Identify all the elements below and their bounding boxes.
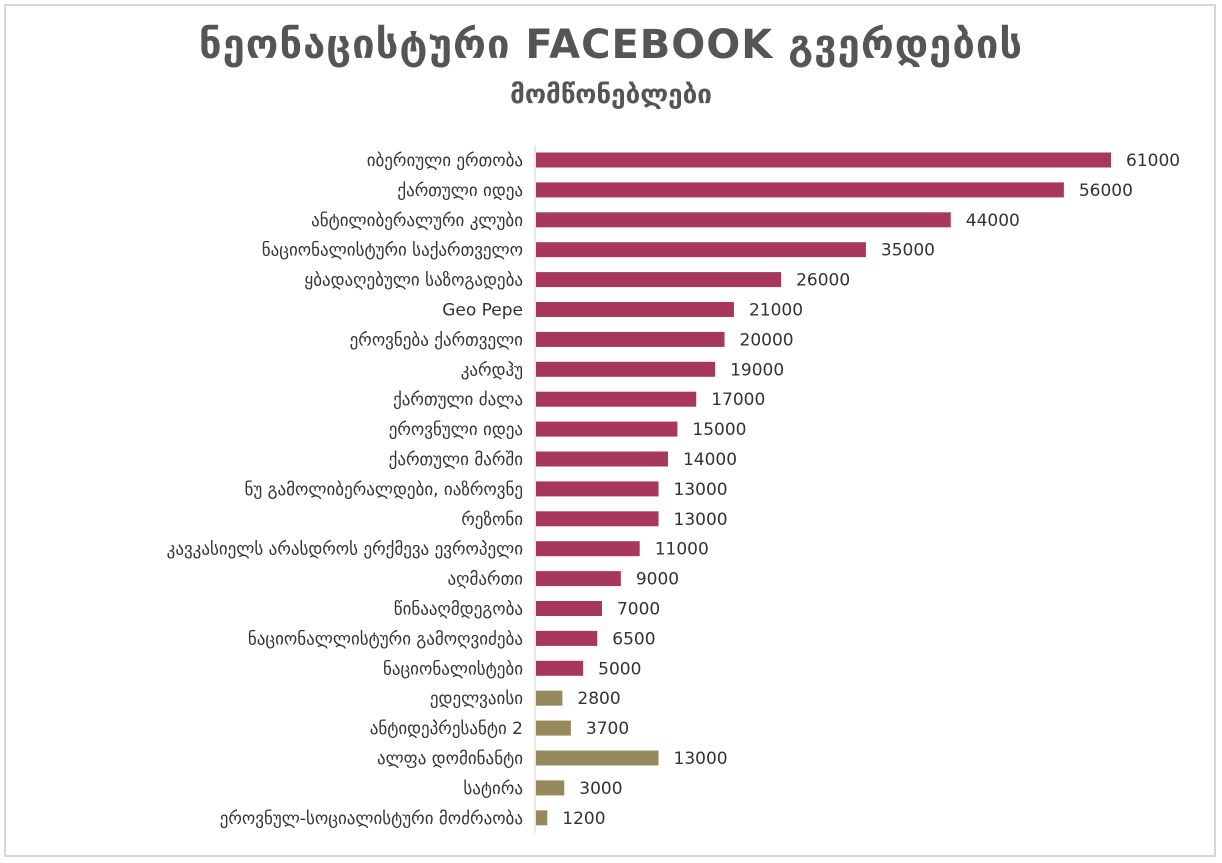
data-label: 26000 [796,271,850,291]
category-label: აღმართი [448,570,523,590]
bar [536,720,571,736]
data-label: 13000 [674,749,728,769]
category-label: ეროვნება ქართველი [350,330,523,350]
data-label: 14000 [683,450,737,470]
bar [536,511,659,527]
category-label: კავკასიელს არასდროს ერქმევა ევროპელი [167,540,523,560]
bar [536,571,621,587]
data-label: 7000 [617,600,660,620]
bar [536,331,725,347]
data-label: 21000 [749,301,803,321]
category-label: ყბადაღებული საზოგადება [304,271,523,291]
data-label: 20000 [740,330,794,350]
category-label: ეროვნული იდეა [389,420,523,440]
bar [536,242,866,258]
bar [536,451,668,467]
category-label: ქართული იდეა [397,181,523,201]
category-label: კარდჰუ [461,360,523,380]
category-label: ნუ გამოლიბერალდები, იაზროვნე [244,480,523,500]
data-label: 13000 [674,510,728,530]
bar [536,810,548,826]
bar [536,212,951,228]
data-label: 56000 [1079,181,1133,201]
bar [536,272,782,288]
data-label: 5000 [598,659,641,679]
bar [536,421,678,437]
bar [536,391,697,407]
category-label: ქართული მარში [389,450,523,470]
category-label: ანტილიბერალური კლუბი [311,211,523,231]
data-label: 44000 [966,211,1020,231]
data-label: 17000 [711,390,765,410]
bar [536,541,640,557]
bar [536,750,659,766]
bar [536,302,734,317]
bar [536,780,565,796]
category-label: იბერიული ერთობა [367,151,523,171]
bar [536,152,1111,168]
data-label: 61000 [1126,151,1180,171]
category-label: ალფა დომინანტი [377,749,523,769]
bar [536,182,1064,198]
bar [536,690,563,706]
category-label: ნაციონალლისტური გამოღვიძება [248,629,523,649]
category-label: სატირა [463,779,523,799]
data-label: 1200 [562,809,605,829]
data-label: 15000 [692,420,746,440]
chart-title: ნეონაცისტური FACEBOOK გვერდების [198,22,1024,68]
bar [536,601,602,616]
category-label: Geo Pepe [442,301,523,321]
category-label: რეზონი [461,510,523,530]
category-label: ედელვაისი [430,689,523,709]
category-label: ანტიდეპრესანტი 2 [370,719,523,739]
chart-subtitle: მომწონებლები [510,80,712,110]
bar [536,481,659,497]
data-label: 9000 [636,570,679,590]
category-label: ნაციონალისტური საქართველო [262,241,523,261]
bar [536,361,716,377]
bar [536,660,584,676]
category-label: ქართული ძალა [393,390,523,410]
data-label: 2800 [577,689,620,709]
category-label: წინააღმდეგობა [394,600,523,620]
data-label: 19000 [730,360,784,380]
data-label: 3000 [579,779,622,799]
data-label: 6500 [612,629,655,649]
data-label: 11000 [655,540,709,560]
data-label: 13000 [674,480,728,500]
bar [536,630,598,646]
category-label: ეროვნულ-სოციალისტური მოძრაობა [220,809,523,829]
data-label: 35000 [881,241,935,261]
category-label: ნაციონალისტები [383,659,523,679]
data-label: 3700 [586,719,629,739]
